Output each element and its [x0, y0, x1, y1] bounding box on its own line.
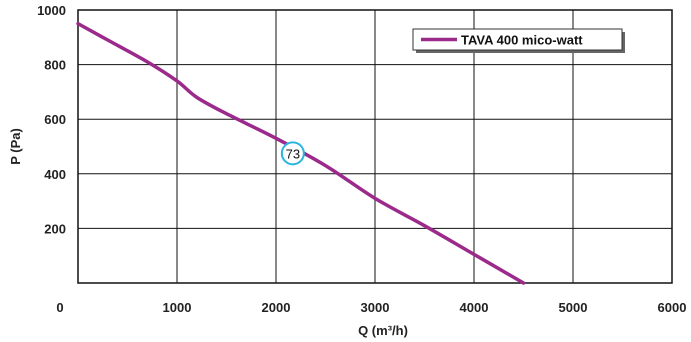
x-tick-label: 2000: [262, 300, 291, 315]
y-tick-labels: 200 400 600 800 1000: [37, 3, 66, 236]
annotation-marker: [280, 141, 305, 166]
x-tick-label: 3000: [361, 300, 390, 315]
x-tick-label: 0: [56, 300, 63, 315]
y-tick-label: 200: [44, 221, 66, 236]
y-axis-label: P (Pa): [8, 128, 23, 165]
x-tick-label: 5000: [559, 300, 588, 315]
legend: TAVA 400 mico-watt: [412, 28, 625, 53]
y-tick-label: 800: [44, 58, 66, 73]
grid: [77, 9, 673, 284]
x-tick-label: 1000: [163, 300, 192, 315]
legend-box: [412, 28, 623, 51]
series-group: [76, 21, 526, 285]
y-tick-label: 1000: [37, 3, 66, 18]
series-line-0: [76, 21, 526, 285]
legend-entry: TAVA 400 mico-watt: [461, 33, 583, 48]
y-tick-label: 600: [44, 112, 66, 127]
x-tick-label: 4000: [460, 300, 489, 315]
x-axis-label: Q (m³/h): [358, 323, 408, 338]
annotations: 73: [280, 141, 305, 166]
x-tick-labels: 0 1000 2000 3000 4000 5000 6000: [56, 300, 686, 315]
annotation-label: 73: [286, 146, 300, 161]
y-tick-label: 400: [44, 167, 66, 182]
x-tick-label: 6000: [658, 300, 687, 315]
